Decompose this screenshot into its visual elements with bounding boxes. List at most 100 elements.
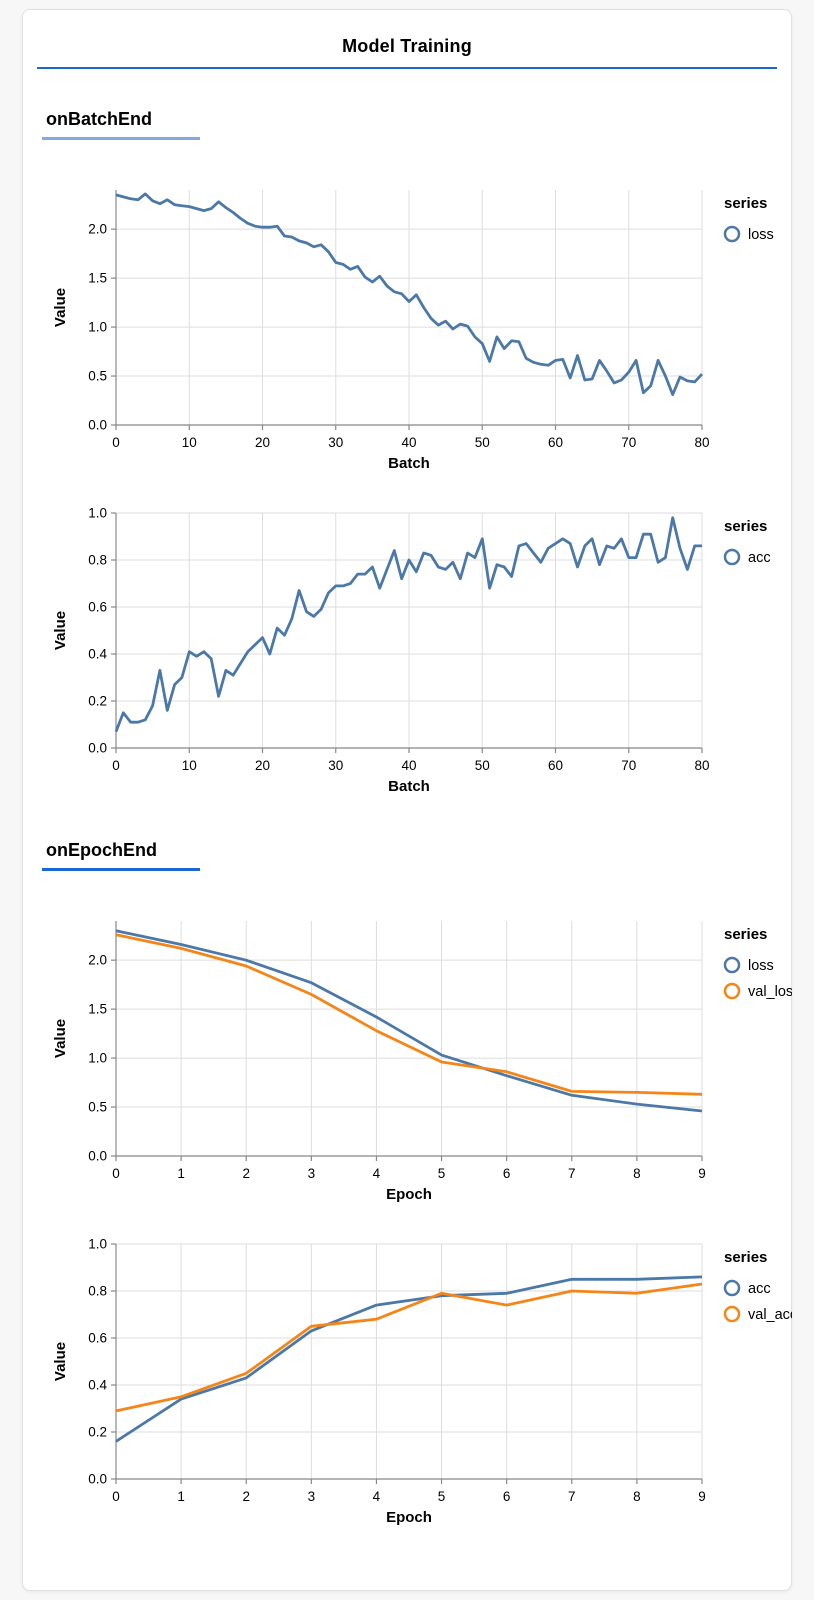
chart-epoch-loss: 0 1 2 3 4 5 6 7 8 9 0.0 0.5 1.0 1.5 2.0 Epoch Value serie… — [46, 911, 800, 1208]
x-tick-label: 60 — [548, 435, 563, 450]
line-chart-epoch-loss: 0 1 2 3 4 5 6 7 8 9 0.0 0.5 1.0 1.5 2.0 Epoch Value serie… — [52, 921, 800, 1203]
y-tick-label: 1.0 — [88, 320, 107, 335]
x-axis-title: Batch — [388, 455, 430, 472]
x-tick-label: 50 — [475, 758, 490, 773]
x-tick-label: 6 — [503, 1489, 511, 1504]
axes: 0 1 2 3 4 5 6 7 8 9 0.0 0.5 1.0 1.5 2.0 — [88, 921, 706, 1181]
x-tick-label: 4 — [373, 1166, 381, 1181]
series-line-acc — [115, 1275, 703, 1443]
y-tick-label: 0.0 — [88, 741, 107, 756]
legend-title: series — [724, 518, 767, 535]
series-line-val_acc — [115, 1282, 703, 1413]
section-title-onepochend: onEpochEnd — [46, 840, 157, 860]
series-line-val_loss — [115, 933, 703, 1096]
y-axis-title: Value — [52, 1019, 69, 1058]
y-axis-title: Value — [52, 1342, 69, 1381]
section-underline-onepochend — [42, 868, 200, 871]
line-chart-batch-loss: 0 10 20 30 40 50 60 70 80 0.0 0.5 1.0 1.5 2.0 Batch Val… — [52, 190, 774, 472]
x-tick-label: 50 — [475, 435, 490, 450]
x-tick-label: 3 — [308, 1489, 316, 1504]
y-tick-label: 0.2 — [88, 1425, 107, 1440]
y-tick-label: 0.6 — [88, 600, 107, 615]
axes: 0 10 20 30 40 50 60 70 80 0.0 0.2 0.4 0.6 0.8 1.0 — [88, 506, 709, 774]
x-axis-title: Batch — [388, 778, 430, 795]
legend: series acc val_acc — [723, 1249, 797, 1323]
x-tick-label: 4 — [373, 1489, 381, 1504]
axes: 0 1 2 3 4 5 6 7 8 9 0.0 0.2 0.4 0.6 0.8 1.0 — [88, 1237, 706, 1505]
legend-label-acc: acc — [748, 1281, 771, 1297]
x-tick-label: 40 — [401, 435, 416, 450]
legend: series loss val_loss — [723, 926, 800, 1000]
x-tick-label: 30 — [328, 758, 343, 773]
y-axis-title: Value — [52, 611, 69, 650]
chart-batch-loss: 0 10 20 30 40 50 60 70 80 0.0 0.5 1.0 1.5 2.0 Batch Val… — [46, 180, 780, 477]
legend: series loss — [723, 195, 774, 243]
x-tick-label: 7 — [568, 1489, 576, 1504]
legend-label-loss: loss — [748, 227, 774, 243]
x-tick-label: 60 — [548, 758, 563, 773]
y-tick-label: 2.0 — [88, 953, 107, 968]
x-tick-label: 30 — [328, 435, 343, 450]
visor-surface-card: Model Training onBatchEnd 0 10 20 30 40 50 60 7… — [22, 9, 800, 1591]
title-rule — [37, 67, 777, 69]
y-tick-label: 0.6 — [88, 1331, 107, 1346]
y-axis-title: Value — [52, 288, 69, 327]
legend-symbol-val_loss — [723, 982, 741, 1000]
x-tick-label: 70 — [621, 758, 636, 773]
axes: 0 10 20 30 40 50 60 70 80 0.0 0.5 1.0 1.5 2.0 — [88, 190, 710, 450]
legend-symbol-val_acc — [723, 1305, 741, 1323]
y-tick-label: 2.0 — [88, 222, 107, 237]
x-tick-label: 0 — [112, 1489, 120, 1504]
x-tick-label: 1 — [177, 1489, 185, 1504]
x-tick-label: 1 — [177, 1166, 185, 1181]
x-tick-label: 9 — [698, 1166, 706, 1181]
legend-symbol-loss — [723, 225, 741, 243]
y-tick-label: 0.0 — [88, 418, 107, 433]
legend-symbol-acc — [723, 1279, 741, 1297]
x-tick-label: 0 — [112, 1166, 120, 1181]
legend-symbol-acc — [723, 548, 741, 566]
legend-symbol-loss — [723, 956, 741, 974]
x-tick-label: 2 — [242, 1166, 250, 1181]
y-tick-label: 0.0 — [88, 1472, 107, 1487]
legend-title: series — [724, 1249, 767, 1266]
y-tick-label: 1.0 — [88, 1237, 107, 1252]
series-line-acc — [114, 516, 702, 733]
x-tick-label: 9 — [698, 1489, 706, 1504]
x-tick-label: 6 — [503, 1166, 511, 1181]
legend-label-acc: acc — [748, 550, 771, 566]
line-chart-epoch-acc: 0 1 2 3 4 5 6 7 8 9 0.0 0.2 0.4 0.6 0.8 1.0 Epoch Value se… — [52, 1237, 797, 1527]
x-tick-label: 8 — [633, 1166, 641, 1181]
x-tick-label: 2 — [242, 1489, 250, 1504]
section-title-onbatchend: onBatchEnd — [46, 109, 152, 129]
y-tick-label: 1.5 — [88, 1002, 107, 1017]
x-tick-label: 80 — [694, 435, 709, 450]
y-tick-label: 0.8 — [88, 1284, 107, 1299]
chart-epoch-acc: 0 1 2 3 4 5 6 7 8 9 0.0 0.2 0.4 0.6 0.8 1.0 Epoch Value se… — [46, 1234, 797, 1531]
y-tick-label: 0.8 — [88, 553, 107, 568]
x-tick-label: 40 — [401, 758, 416, 773]
line-chart-batch-acc: 0 10 20 30 40 50 60 70 80 0.0 0.2 0.4 0.6 0.8 1.0 Batch… — [52, 506, 771, 796]
x-tick-label: 10 — [182, 758, 197, 773]
y-tick-label: 0.2 — [88, 694, 107, 709]
page-title: Model Training — [342, 36, 472, 56]
x-tick-label: 8 — [633, 1489, 641, 1504]
x-axis-title: Epoch — [386, 1509, 432, 1526]
x-tick-label: 20 — [255, 435, 270, 450]
x-tick-label: 0 — [112, 758, 120, 773]
y-tick-label: 0.0 — [88, 1149, 107, 1164]
series-line-loss — [115, 929, 703, 1113]
y-tick-label: 0.4 — [88, 1378, 107, 1393]
x-tick-label: 7 — [568, 1166, 576, 1181]
x-tick-label: 0 — [112, 435, 120, 450]
x-tick-label: 70 — [621, 435, 636, 450]
x-axis-title: Epoch — [386, 1186, 432, 1203]
series-line-loss — [115, 192, 704, 397]
legend-label-val_acc: val_acc — [748, 1307, 792, 1323]
x-tick-label: 5 — [438, 1489, 446, 1504]
x-tick-label: 10 — [182, 435, 197, 450]
y-tick-label: 0.5 — [88, 1100, 107, 1115]
y-tick-label: 0.5 — [88, 369, 107, 384]
legend-title: series — [724, 926, 767, 943]
legend-label-val_loss: val_loss — [748, 984, 792, 1000]
